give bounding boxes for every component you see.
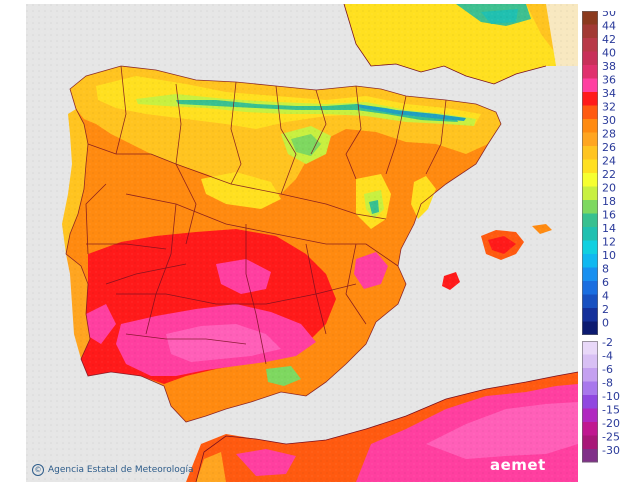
legend-label: 16: [602, 209, 616, 222]
legend-label: 40: [602, 47, 616, 60]
legend-swatch: [582, 240, 598, 254]
legend-swatch: [582, 227, 598, 241]
legend-swatch: [582, 78, 598, 92]
legend-label: 6: [602, 276, 609, 289]
legend-swatch: [582, 294, 598, 308]
legend-label: 0: [602, 317, 609, 330]
legend-swatch: [582, 321, 598, 335]
legend-swatch: [582, 92, 598, 106]
legend-label: -2: [602, 336, 613, 349]
legend-frame-positive: [582, 11, 598, 335]
legend-swatch: [582, 422, 598, 436]
legend-label: 22: [602, 168, 616, 181]
legend-swatch: [582, 119, 598, 133]
legend-label: 2: [602, 303, 609, 316]
legend-swatch: [582, 341, 598, 355]
legend-label: 38: [602, 60, 616, 73]
legend-swatch: [582, 354, 598, 368]
aemet-logo-text: aemet: [490, 456, 546, 474]
legend-swatch: [582, 381, 598, 395]
legend-swatch: [582, 213, 598, 227]
legend-swatch: [582, 368, 598, 382]
legend-label: 14: [602, 222, 616, 235]
legend-label: 24: [602, 155, 616, 168]
legend-label: 50: [602, 11, 616, 19]
color-legend: 5044424038363432302826242220181614121086…: [582, 11, 620, 463]
legend-label: -8: [602, 377, 613, 390]
legend-label: -30: [602, 444, 620, 457]
legend-swatch: [582, 159, 598, 173]
legend-swatch: [582, 24, 598, 38]
legend-label: -15: [602, 404, 620, 417]
attribution-text: Agencia Estatal de Meteorología: [48, 465, 194, 475]
legend-swatch: [582, 51, 598, 65]
legend-swatch: [582, 435, 598, 449]
legend-label: -6: [602, 363, 613, 376]
legend-swatch: [582, 105, 598, 119]
legend-label: -10: [602, 390, 620, 403]
legend-label: 36: [602, 74, 616, 87]
legend-swatch: [582, 146, 598, 160]
legend-label: -4: [602, 350, 613, 363]
legend-swatch: [582, 173, 598, 187]
legend-swatch: [582, 308, 598, 322]
copyright-icon: ©: [32, 464, 44, 476]
province-borders: [65, 65, 502, 423]
legend-swatch: [582, 254, 598, 268]
temperature-map: [26, 4, 578, 482]
attribution: © Agencia Estatal de Meteorología: [32, 464, 194, 476]
legend-swatch: [582, 200, 598, 214]
legend-label: 42: [602, 33, 616, 46]
legend-swatch: [582, 281, 598, 295]
legend-swatch: [582, 38, 598, 52]
legend-label: 26: [602, 141, 616, 154]
legend-swatch: [582, 449, 598, 463]
legend-label: 30: [602, 114, 616, 127]
legend-label: -25: [602, 431, 620, 444]
legend-frame-negative: [582, 341, 598, 463]
legend-label: 20: [602, 182, 616, 195]
legend-label: 34: [602, 87, 616, 100]
legend-label: 32: [602, 101, 616, 114]
legend-label: 8: [602, 263, 609, 276]
legend-label: 12: [602, 236, 616, 249]
legend-label: -20: [602, 417, 620, 430]
legend-label: 44: [602, 20, 616, 33]
legend-label: 18: [602, 195, 616, 208]
legend-swatch: [582, 395, 598, 409]
legend-swatch: [582, 267, 598, 281]
legend-swatch: [582, 132, 598, 146]
aemet-logo: aemet: [490, 456, 546, 474]
legend-swatch: [582, 186, 598, 200]
legend-label: 28: [602, 128, 616, 141]
legend-label: 4: [602, 290, 609, 303]
legend-swatch: [582, 11, 598, 25]
legend-swatch: [582, 65, 598, 79]
legend-swatch: [582, 408, 598, 422]
legend-label: 10: [602, 249, 616, 262]
